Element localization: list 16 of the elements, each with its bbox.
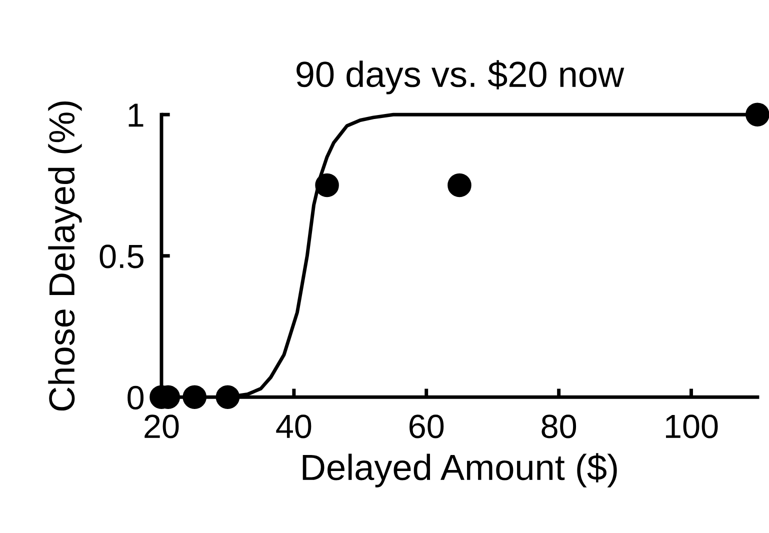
y-tick-label: 0 bbox=[128, 386, 144, 410]
x-axis-title: Delayed Amount ($) bbox=[302, 453, 617, 488]
chart-title: 90 days vs. $20 now bbox=[296, 60, 624, 94]
point bbox=[216, 385, 240, 409]
x-tick-label: 20 bbox=[144, 414, 179, 438]
point bbox=[182, 385, 206, 409]
point bbox=[315, 173, 339, 198]
x-tick-label: 60 bbox=[410, 414, 444, 438]
y-axis-title: Chose Delayed (%) bbox=[48, 102, 82, 411]
y-tick-label: 1 bbox=[128, 104, 144, 127]
x-tick-label: 80 bbox=[542, 414, 576, 438]
y-tick-label: 0.5 bbox=[100, 244, 144, 268]
x-tick-label: 100 bbox=[666, 414, 718, 438]
point bbox=[746, 102, 769, 126]
x-tick-label: 40 bbox=[276, 414, 312, 438]
point bbox=[448, 173, 472, 198]
